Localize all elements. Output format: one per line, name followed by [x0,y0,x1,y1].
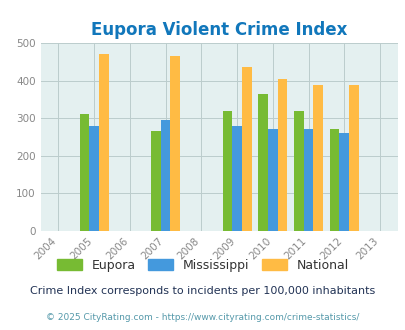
Bar [293,111,303,231]
Bar [258,94,267,231]
Bar [329,129,339,231]
Bar [313,85,322,231]
Bar [160,120,170,231]
Bar [339,133,348,231]
Bar [303,129,313,231]
Bar [348,85,358,231]
Bar [99,54,109,231]
Title: Eupora Violent Crime Index: Eupora Violent Crime Index [91,20,347,39]
Bar [241,67,251,231]
Text: © 2025 CityRating.com - https://www.cityrating.com/crime-statistics/: © 2025 CityRating.com - https://www.city… [46,313,359,322]
Bar [232,126,241,231]
Text: Crime Index corresponds to incidents per 100,000 inhabitants: Crime Index corresponds to incidents per… [30,286,375,296]
Bar [170,56,180,231]
Legend: Eupora, Mississippi, National: Eupora, Mississippi, National [51,254,354,277]
Bar [89,126,99,231]
Bar [277,79,287,231]
Bar [222,111,232,231]
Bar [267,129,277,231]
Bar [151,131,160,231]
Bar [79,115,89,231]
